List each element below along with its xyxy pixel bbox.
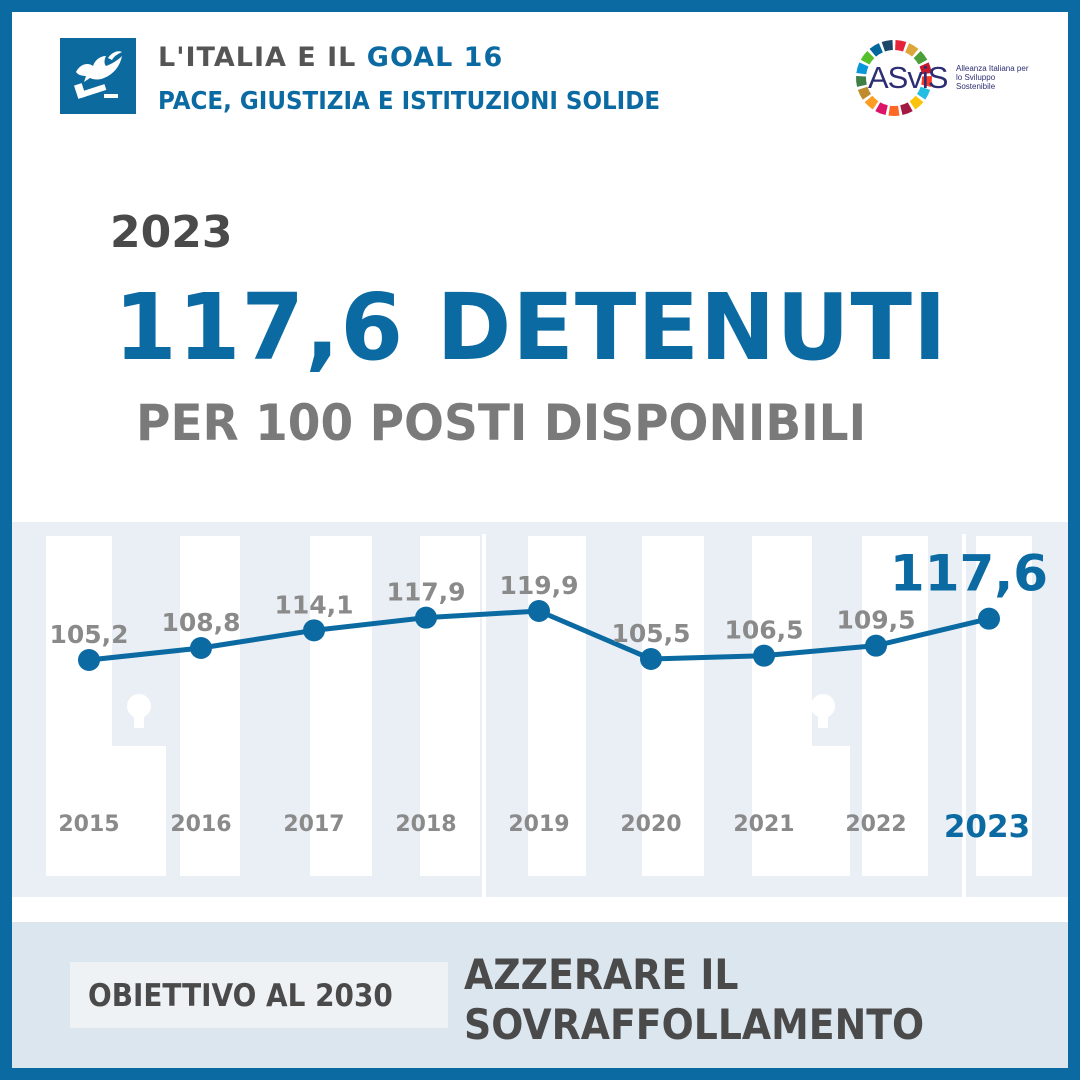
data-point-2021: [753, 644, 775, 667]
data-label-2023: 117,6: [890, 545, 1048, 603]
data-label-2019: 119,9: [499, 571, 578, 600]
line-chart: 105,2 2015 108,8 2016 114,1 2017 117,9 2018 119,…: [12, 512, 1068, 902]
data-point-2015: [78, 649, 100, 671]
x-tick-label-2015: 2015: [58, 812, 119, 837]
prison-bars-background: [12, 522, 1068, 898]
data-point-2019: [528, 600, 550, 622]
header-goal-number: GOAL 16: [366, 42, 504, 73]
data-label-2020: 105,5: [611, 619, 690, 648]
sdg-wheel-icon: [856, 40, 932, 116]
logo-wordmark: ASviS: [868, 60, 948, 95]
x-tick-label-2019: 2019: [508, 812, 569, 837]
data-label-2022: 109,5: [836, 606, 915, 635]
data-point-2017: [303, 619, 325, 642]
header-goal-title: PACE, GIUSTIZIA E ISTITUZIONI SOLIDE: [158, 86, 661, 115]
goal-label: OBIETTIVO AL 2030: [88, 978, 393, 1014]
data-label-2016: 108,8: [161, 608, 240, 637]
data-label-2021: 106,5: [724, 616, 803, 645]
data-point-2018: [415, 606, 437, 629]
logo-subtitle: Alleanza Italiana per lo Sviluppo Sosten…: [956, 64, 1029, 91]
data-point-2022: [865, 634, 887, 657]
headline-subtitle: PER 100 POSTI DISPONIBILI: [136, 394, 867, 452]
x-tick-label-2021: 2021: [733, 812, 794, 837]
chart-canvas: 105,2 2015 108,8 2016 114,1 2017 117,9 2018 119,…: [12, 522, 1068, 898]
data-label-2015: 105,2: [49, 620, 128, 649]
data-point-2023: [978, 607, 1000, 630]
headline-value: 117,6 DETENUTI: [114, 274, 948, 381]
x-tick-label-2023: 2023: [944, 809, 1030, 845]
goal-target-line-1: AZZERARE IL: [464, 950, 739, 999]
footer-goal-panel: OBIETTIVO AL 2030 AZZERARE IL SOVRAFFOLL…: [12, 922, 1068, 1068]
data-label-2018: 117,9: [386, 578, 465, 607]
infographic-card: L'ITALIA E IL GOAL 16 PACE, GIUSTIZIA E …: [12, 12, 1068, 1068]
goal-label-box: OBIETTIVO AL 2030: [70, 962, 448, 1028]
x-tick-label-2016: 2016: [170, 812, 231, 837]
data-point-2016: [190, 637, 212, 659]
x-tick-label-2017: 2017: [283, 812, 344, 837]
data-label-2017: 114,1: [274, 590, 353, 619]
goal-target-text: AZZERARE IL SOVRAFFOLLAMENTO: [464, 950, 924, 1050]
goal-16-icon: [60, 38, 136, 114]
x-tick-label-2020: 2020: [620, 812, 681, 837]
header-goal-line: L'ITALIA E IL GOAL 16: [158, 42, 504, 73]
headline-year: 2023: [110, 207, 233, 258]
data-point-2020: [640, 648, 662, 670]
x-tick-label-2018: 2018: [395, 812, 456, 837]
dove-gavel-icon: [74, 51, 122, 99]
x-tick-label-2022: 2022: [845, 812, 906, 837]
goal-target-line-2: SOVRAFFOLLAMENTO: [464, 1000, 925, 1049]
asvis-logo: ASviS Alleanza Italiana per lo Sviluppo …: [854, 38, 1034, 118]
